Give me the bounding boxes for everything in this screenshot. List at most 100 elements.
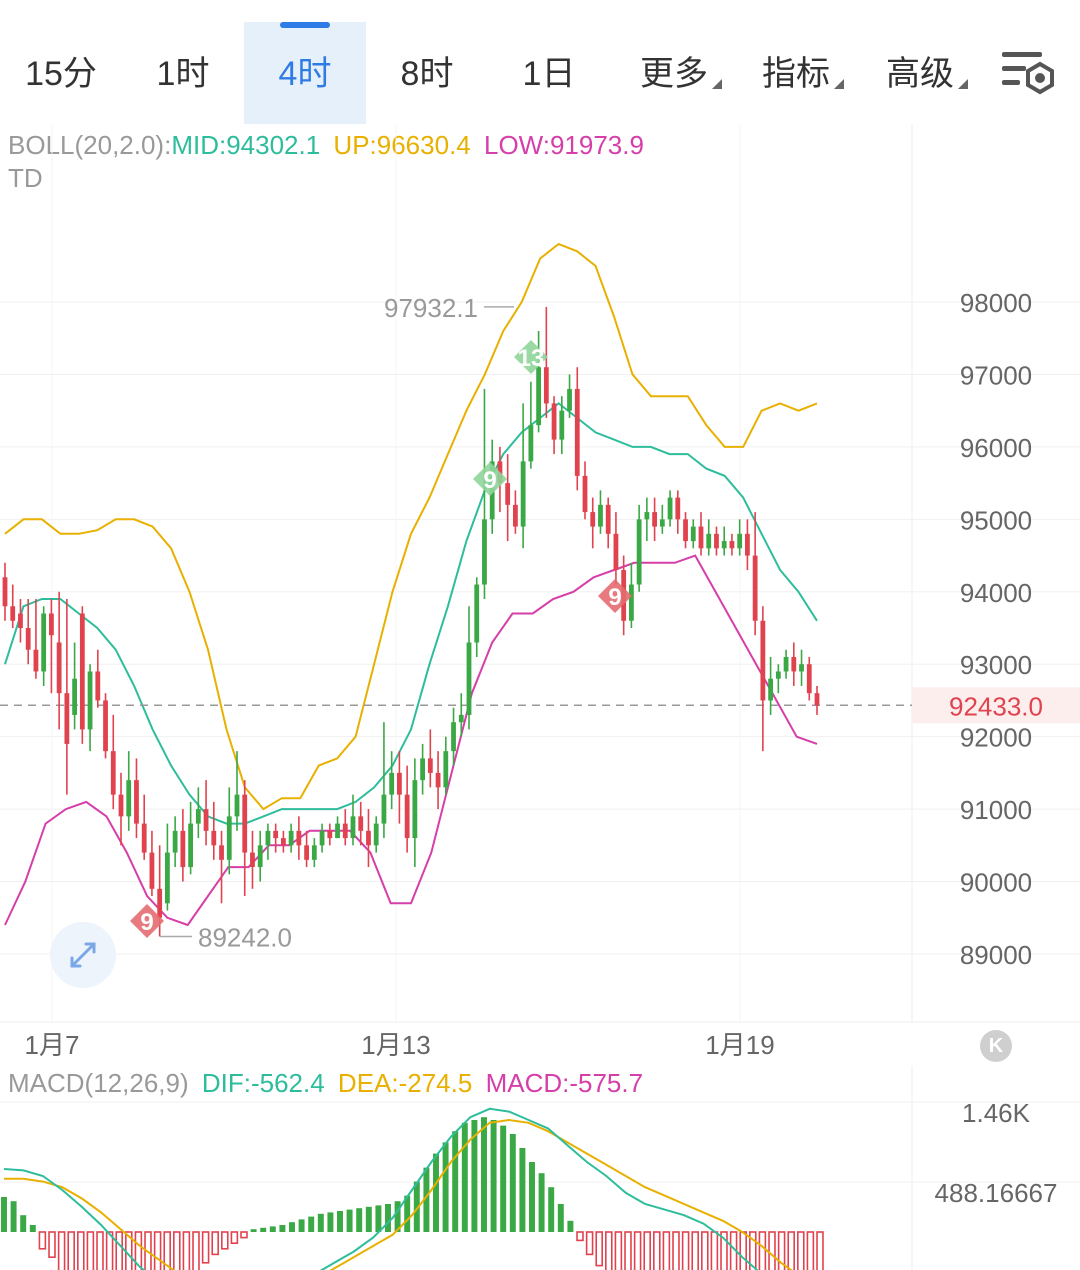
macd-legend-name: MACD(12,26,9) (8, 1068, 189, 1098)
candle (698, 512, 704, 556)
macd-histogram-bar (672, 1231, 680, 1270)
tab-1h[interactable]: 1时 (156, 55, 210, 93)
candle (250, 830, 255, 889)
candle-body (505, 483, 511, 505)
boll-legend: BOLL(20,2.0):MID:94302.1 UP:96630.4 LOW:… (8, 130, 650, 161)
macd-histogram-bar (614, 1231, 623, 1270)
active-tab-indicator (280, 22, 330, 28)
candle (211, 801, 217, 860)
tab-more[interactable]: 更多 (620, 22, 742, 124)
td-marker-label: 9 (140, 909, 153, 936)
macd-histogram-bar (337, 1211, 343, 1232)
candle-body (598, 504, 603, 527)
candle (574, 367, 580, 491)
candle-body (629, 584, 634, 621)
tab-15m[interactable]: 15分 (25, 55, 97, 93)
candle (482, 388, 487, 600)
macd-histogram-bar (153, 1231, 162, 1270)
candle (41, 606, 47, 686)
macd-histogram-bar (96, 1231, 104, 1270)
candle-body (64, 693, 70, 744)
candle-body (590, 512, 596, 527)
candle (404, 765, 410, 853)
candle-body (435, 772, 441, 788)
candle-body (667, 497, 673, 520)
dropdown-caret-icon (834, 79, 844, 89)
td-indicator-label: TD (8, 163, 43, 193)
candle-body (574, 388, 580, 476)
candle (335, 816, 340, 839)
candle (126, 751, 132, 831)
candle-body (652, 512, 657, 527)
candle-body (474, 584, 480, 643)
boll-legend-name: BOLL(20,2.0): (8, 130, 172, 160)
boll-up-value: UP:96630.4 (333, 130, 471, 160)
tab-1d[interactable]: 1日 (522, 55, 576, 93)
macd-histogram-bar (585, 1231, 594, 1256)
kline-switch-button[interactable]: K (980, 1030, 1012, 1062)
candle-body (281, 838, 286, 846)
x-tick-label: 1月7 (25, 1030, 80, 1060)
td-marker-diamond (598, 579, 632, 613)
candle-body (698, 526, 704, 549)
macd-histogram-bar (48, 1231, 56, 1259)
candle (427, 729, 433, 788)
candle (373, 816, 379, 853)
macd-histogram-bar (20, 1215, 27, 1232)
candle-body (690, 526, 696, 542)
macd-histogram-bar (327, 1212, 334, 1232)
td-marker-diamond (514, 340, 548, 374)
macd-histogram-bar (595, 1231, 603, 1267)
macd-histogram-bar (777, 1231, 786, 1270)
macd-histogram-bar (29, 1225, 36, 1232)
candle (528, 381, 534, 469)
candle (582, 461, 588, 520)
candle (172, 816, 178, 868)
chart-settings-icon[interactable] (1000, 48, 1056, 100)
candle-body (404, 794, 410, 839)
candle-body (389, 772, 395, 795)
macd-histogram-bar (201, 1231, 210, 1264)
expand-arrows-icon (70, 942, 96, 968)
fullscreen-expand-button[interactable] (50, 922, 116, 988)
candle (265, 823, 271, 860)
macd-histogram-bar (749, 1231, 757, 1270)
dropdown-caret-icon (958, 79, 968, 89)
candle (257, 830, 263, 882)
macd-chart[interactable]: 1.46K 488.16667 (0, 1066, 1080, 1270)
candle-body (520, 461, 526, 527)
candle-body (366, 830, 371, 846)
macd-histogram-bar (433, 1153, 439, 1232)
tab-indicators[interactable]: 指标 (742, 22, 864, 124)
candle (605, 497, 611, 549)
candle (381, 722, 387, 839)
tab-4h[interactable]: 4时 (244, 22, 366, 124)
candle (714, 526, 719, 556)
tab-advanced[interactable]: 高级 (866, 22, 988, 124)
candle (690, 519, 696, 549)
macd-histogram-bar (279, 1225, 286, 1232)
macd-histogram-bar (490, 1120, 497, 1232)
candle-body (335, 823, 340, 839)
macd-histogram-bar (701, 1231, 709, 1270)
macd-histogram-bar (86, 1231, 95, 1270)
macd-histogram-bar (758, 1231, 767, 1270)
candle-body (203, 809, 209, 831)
macd-histogram-bar (173, 1231, 181, 1270)
candle-body (195, 809, 201, 824)
candlestick-chart[interactable]: 97932.1 89242.0 9 13 9 9 89000 90000 91000 92000… (0, 124, 1080, 1070)
macd-histogram-bar (346, 1209, 353, 1232)
candle (799, 649, 804, 686)
candle-body (752, 555, 758, 621)
candle (149, 830, 155, 897)
macd-histogram-bar (643, 1231, 651, 1270)
candle (72, 642, 77, 730)
candle-body (219, 845, 224, 860)
y-tick-label: 97000 (960, 360, 1032, 390)
candle-body (482, 519, 487, 585)
candle-body (768, 678, 773, 701)
macd-dea-line (4, 1118, 793, 1270)
tab-8h[interactable]: 8时 (400, 55, 454, 93)
candle (443, 736, 449, 795)
macd-histogram-bar (67, 1231, 75, 1270)
